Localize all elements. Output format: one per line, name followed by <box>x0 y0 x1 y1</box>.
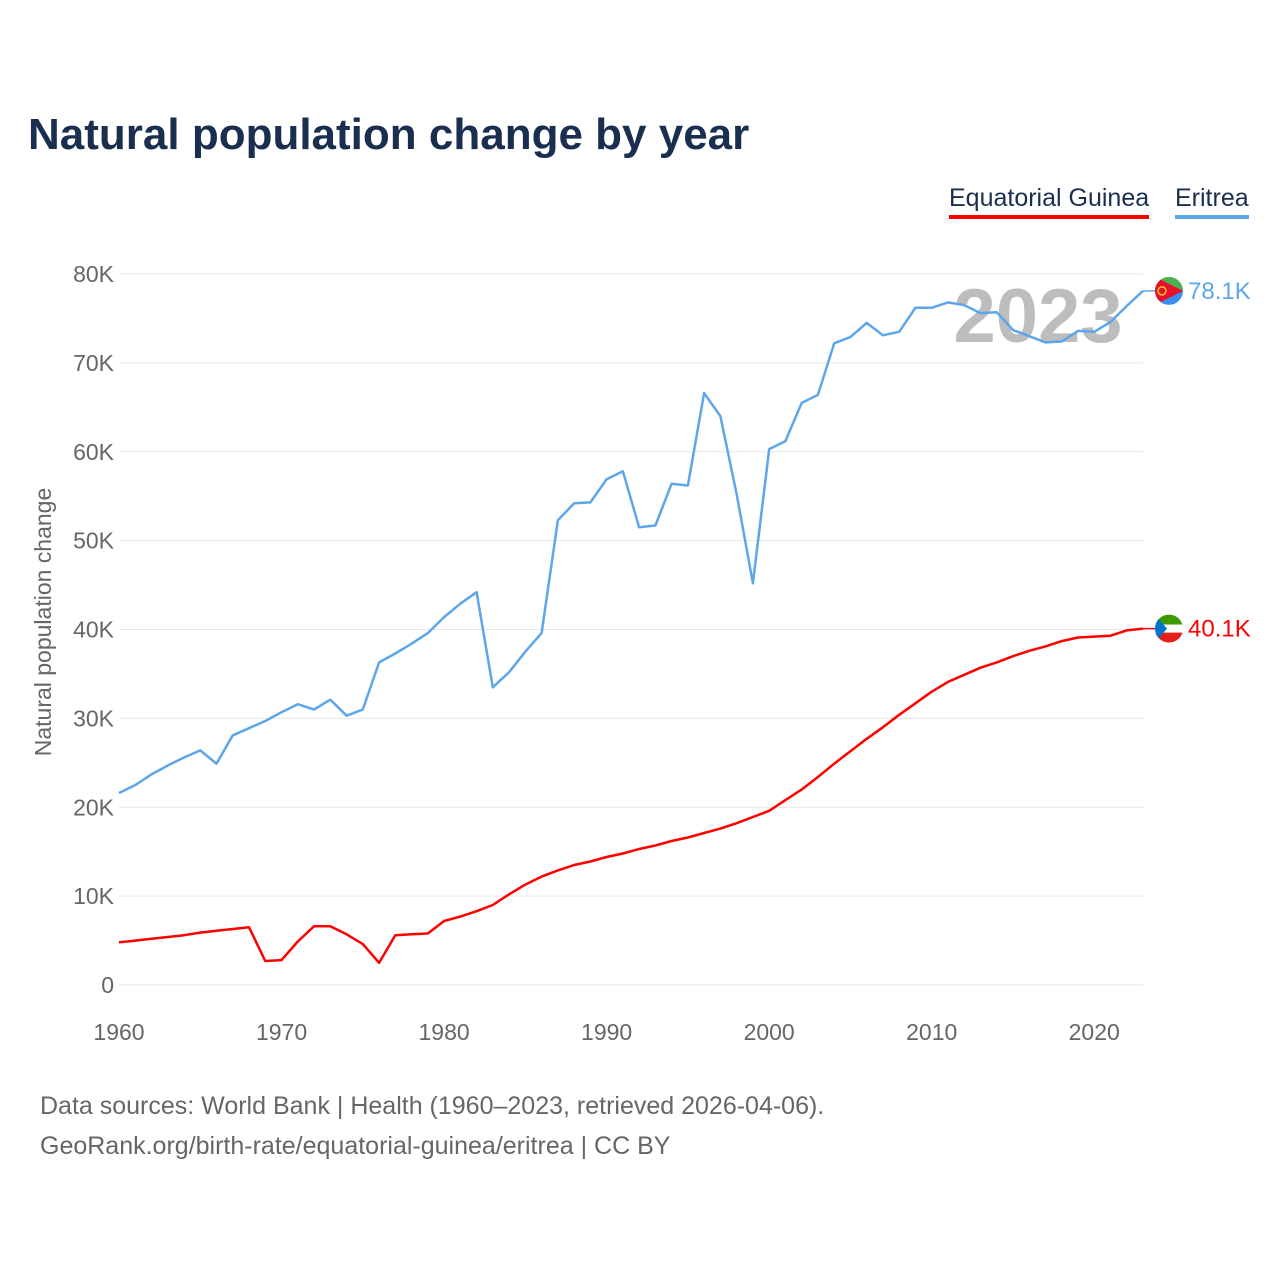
footer-link[interactable]: GeoRank.org/birth-rate/equatorial-guinea… <box>40 1132 671 1160</box>
y-tick-label: 80K <box>73 261 115 287</box>
x-tick-label: 1970 <box>256 1019 307 1045</box>
x-tick-label: 2020 <box>1069 1019 1120 1045</box>
x-tick-label: 2010 <box>906 1019 957 1045</box>
x-tick-label: 1960 <box>93 1019 144 1045</box>
x-tick-label: 1980 <box>418 1019 469 1045</box>
eritrea-flag-icon <box>1155 276 1183 305</box>
y-tick-label: 40K <box>73 617 115 643</box>
x-tick-label: 2000 <box>744 1019 795 1045</box>
flag-red <box>1155 632 1183 643</box>
footer: Data sources: World Bank | Health (1960–… <box>40 1086 824 1166</box>
y-tick-label: 60K <box>73 439 115 465</box>
flag-green <box>1155 276 1183 291</box>
flag-green <box>1155 614 1183 625</box>
flag-body <box>1155 614 1183 643</box>
flag-body <box>1155 276 1183 305</box>
end-value-label: 78.1K <box>1188 278 1251 305</box>
x-tick-label: 1990 <box>581 1019 632 1045</box>
series-line-equatorial-guinea <box>118 627 1144 965</box>
y-tick-label: 20K <box>73 794 115 820</box>
year-overlay: 2023 <box>953 274 1122 359</box>
legend-eritrea[interactable]: Eritrea <box>1175 184 1249 219</box>
flag-white <box>1155 624 1183 633</box>
series-line-eritrea <box>118 289 1144 795</box>
y-tick-label: 10K <box>73 883 115 909</box>
flag-emblem <box>1157 286 1167 296</box>
flag-blue <box>1155 614 1167 643</box>
flag-red <box>1155 276 1183 305</box>
y-tick-label: 30K <box>73 705 115 731</box>
legend-equatorial-guinea[interactable]: Equatorial Guinea <box>949 184 1150 219</box>
equatorial-guinea-flag-icon <box>1155 614 1183 643</box>
y-tick-label: 0 <box>101 972 114 998</box>
flag-blue <box>1155 290 1183 305</box>
footer-sources: Data sources: World Bank | Health (1960–… <box>40 1092 825 1120</box>
y-tick-label: 50K <box>73 528 115 554</box>
chart-title: Natural population change by year <box>28 110 750 159</box>
end-value-label: 40.1K <box>1188 616 1251 643</box>
y-axis-label: Natural population change <box>30 488 56 757</box>
y-tick-label: 70K <box>73 350 115 376</box>
